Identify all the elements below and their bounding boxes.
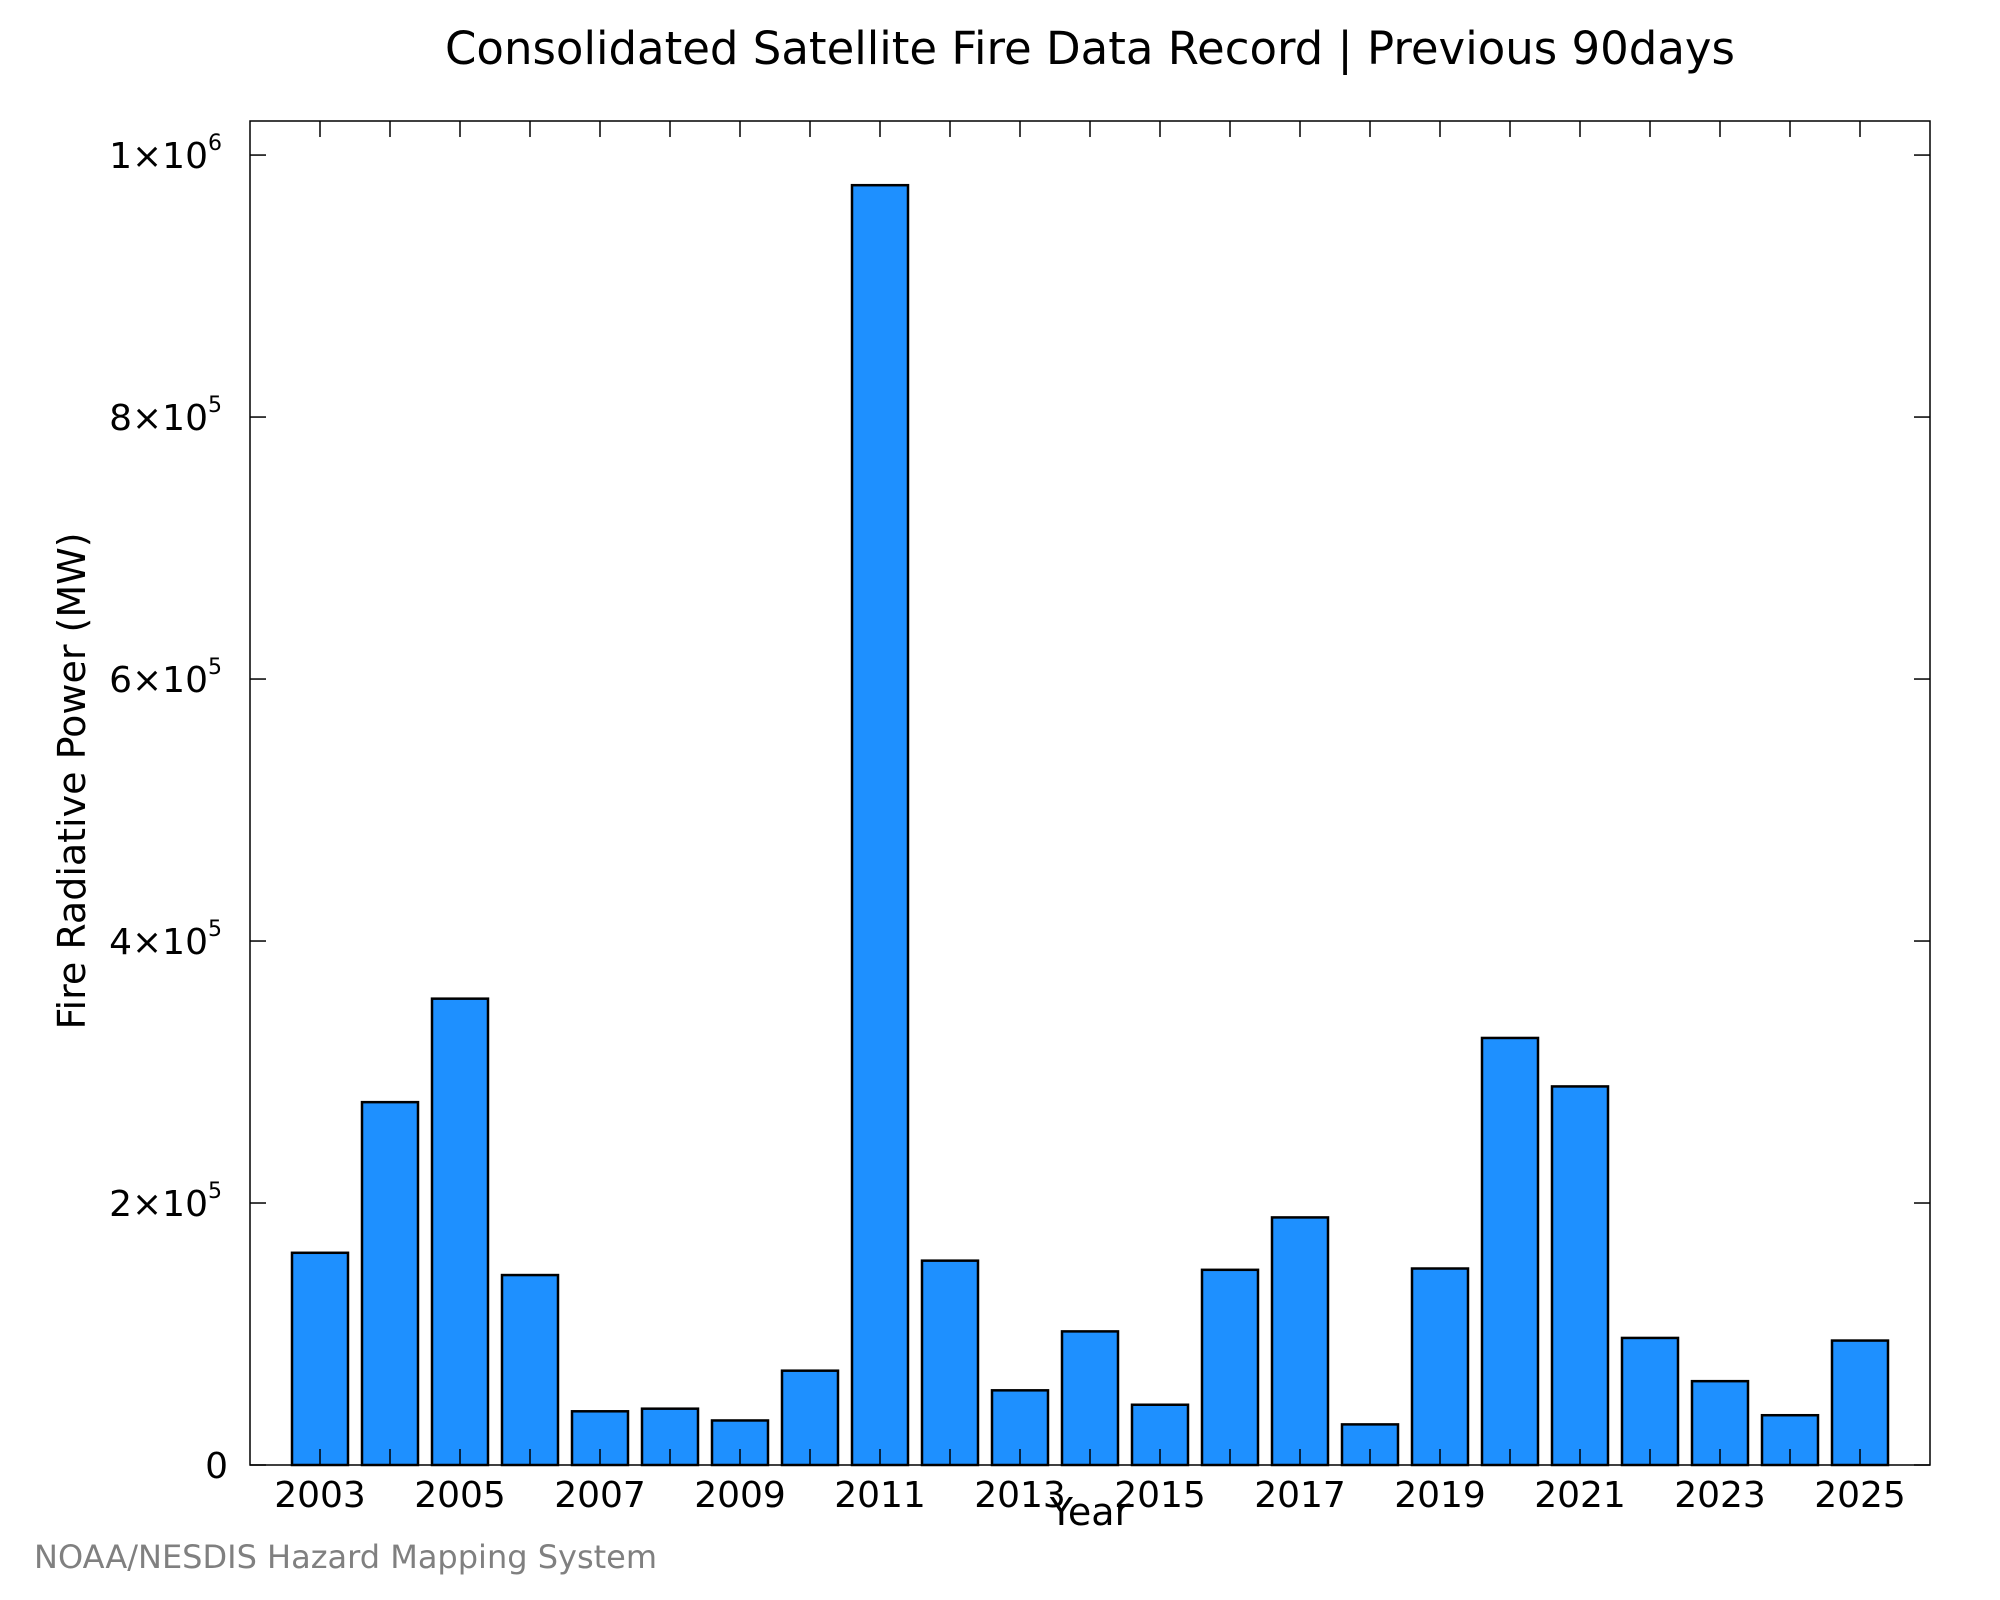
y-tick-mantissa: 1×10 xyxy=(109,136,208,177)
x-tick-label: 2017 xyxy=(1254,1475,1346,1516)
x-tick-label: 2013 xyxy=(974,1475,1066,1516)
bar-2004 xyxy=(360,1100,420,1467)
x-tick-label: 2019 xyxy=(1394,1475,1486,1516)
bar-2006 xyxy=(500,1273,560,1467)
bar-2021 xyxy=(1550,1085,1610,1467)
bar-2025 xyxy=(1830,1339,1890,1467)
x-tick-label: 2025 xyxy=(1814,1475,1906,1516)
bar-2012 xyxy=(920,1259,980,1467)
x-tick-label: 2023 xyxy=(1674,1475,1766,1516)
y-tick-exponent: 5 xyxy=(208,655,222,680)
y-tick-label: 6×105 xyxy=(109,655,222,701)
bar-2019 xyxy=(1410,1267,1470,1467)
x-axis-ticks: 2003 2005 2007 2009 2011 2013 2015 2017 2019 2021… xyxy=(274,121,1906,1516)
y-tick-label: 2×105 xyxy=(109,1179,222,1225)
x-tick-label: 2005 xyxy=(414,1475,506,1516)
source-credit: NOAA/NESDIS Hazard Mapping System xyxy=(34,1538,658,1576)
bar-2014 xyxy=(1060,1330,1120,1467)
bar-2020 xyxy=(1480,1036,1540,1467)
y-tick-exponent: 5 xyxy=(208,393,222,418)
chart-title: Consolidated Satellite Fire Data Record … xyxy=(445,22,1735,75)
x-tick-label: 2011 xyxy=(834,1475,926,1516)
y-tick-mantissa: 8×10 xyxy=(109,398,208,439)
bar-2003 xyxy=(290,1251,350,1467)
x-tick-label: 2009 xyxy=(694,1475,786,1516)
y-tick-label: 1×106 xyxy=(109,131,222,177)
y-tick-exponent: 6 xyxy=(208,131,222,156)
bar-2011 xyxy=(850,183,910,1467)
bar-2016 xyxy=(1200,1268,1260,1467)
x-tick-label: 2021 xyxy=(1534,1475,1626,1516)
y-tick-mantissa: 2×10 xyxy=(109,1184,208,1225)
y-axis-label: Fire Radiative Power (MW) xyxy=(50,532,94,1030)
bar-2017 xyxy=(1270,1216,1330,1467)
y-tick-exponent: 5 xyxy=(208,917,222,942)
bar-2005 xyxy=(430,997,490,1467)
y-tick-label: 4×105 xyxy=(109,917,222,963)
bars-layer xyxy=(290,183,1890,1467)
plot-frame xyxy=(249,120,1931,1466)
x-tick-label: 2007 xyxy=(554,1475,646,1516)
y-tick-mantissa: 4×10 xyxy=(109,922,208,963)
y-tick-exponent: 5 xyxy=(208,1179,222,1204)
bar-2022 xyxy=(1620,1336,1680,1467)
x-tick-label: 2015 xyxy=(1114,1475,1206,1516)
x-tick-label: 2003 xyxy=(274,1475,366,1516)
y-tick-label: 0 xyxy=(205,1446,228,1487)
y-tick-label: 8×105 xyxy=(109,393,222,439)
x-axis-label: Year xyxy=(1049,1490,1131,1534)
y-tick-mantissa: 6×10 xyxy=(109,660,208,701)
y-tick-mantissa: 0 xyxy=(205,1446,228,1487)
